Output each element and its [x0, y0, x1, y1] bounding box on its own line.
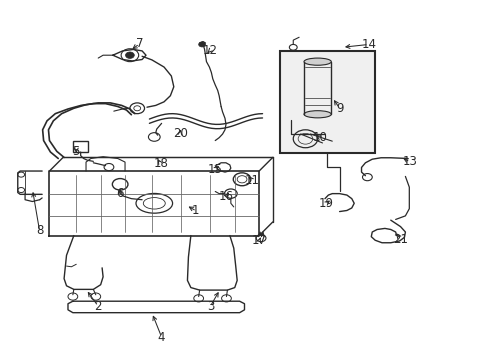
Text: 14: 14 [361, 38, 376, 51]
Text: 8: 8 [36, 224, 43, 238]
Text: 13: 13 [402, 155, 417, 168]
Text: 17: 17 [251, 234, 266, 247]
Text: 1: 1 [192, 204, 199, 217]
Text: 19: 19 [318, 197, 333, 210]
Text: 5: 5 [72, 145, 80, 158]
Text: 2: 2 [94, 300, 102, 313]
Text: 12: 12 [203, 44, 218, 57]
Bar [73, 141, 88, 152]
Text: 21: 21 [392, 233, 407, 246]
Circle shape [198, 42, 205, 47]
Ellipse shape [304, 58, 330, 65]
Circle shape [125, 52, 134, 58]
Text: 10: 10 [312, 131, 327, 144]
Text: 7: 7 [136, 37, 143, 50]
Text: 15: 15 [207, 163, 222, 176]
Text: 18: 18 [153, 157, 168, 170]
Text: 3: 3 [206, 300, 214, 313]
Text: 4: 4 [158, 330, 165, 343]
Bar [279, 51, 374, 153]
Text: 20: 20 [172, 127, 187, 140]
Text: 6: 6 [116, 187, 123, 200]
Ellipse shape [304, 111, 330, 118]
Text: 9: 9 [335, 102, 343, 115]
Text: 11: 11 [244, 174, 259, 187]
Text: 16: 16 [219, 190, 233, 203]
